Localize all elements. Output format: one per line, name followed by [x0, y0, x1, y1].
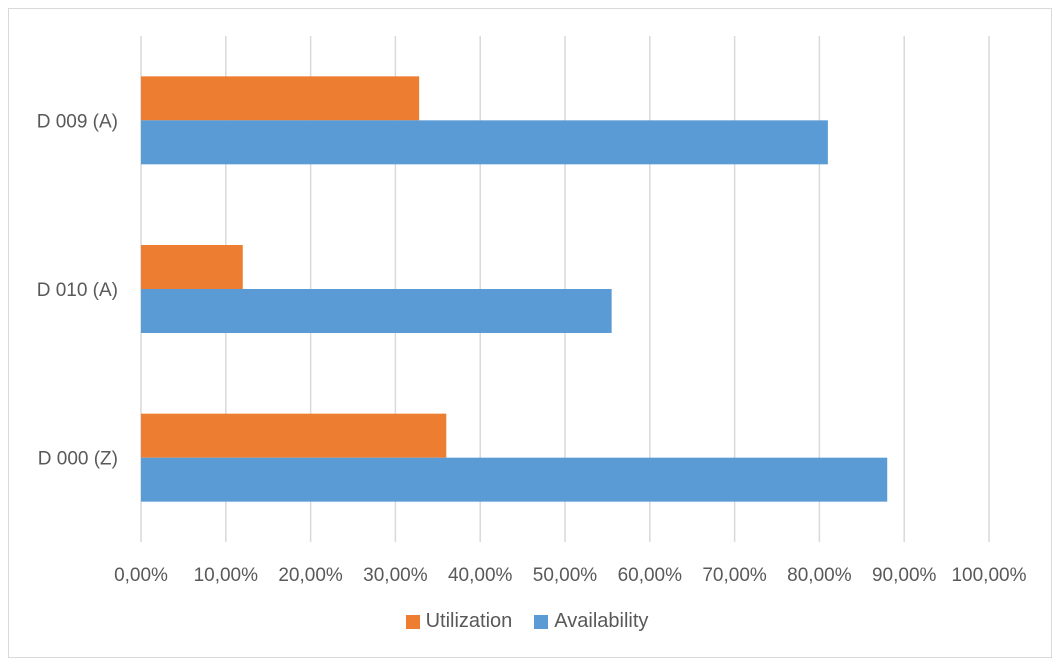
x-tick-label-30: 30,00% [363, 565, 428, 586]
legend: Utilization Availability [0, 610, 1054, 633]
bars [141, 76, 888, 502]
axes: 0,00% 10,00% 20,00% 30,00% 40,00% 50,00% 60,00… [37, 111, 1027, 586]
legend-label-availability: Availability [554, 610, 649, 632]
legend-swatch-availability [534, 614, 549, 629]
x-tick-label-40: 40,00% [448, 565, 513, 586]
x-tick-label-100: 100,00% [951, 565, 1026, 586]
x-tick-label-70: 70,00% [702, 565, 767, 586]
legend-item-availability: Availability [534, 610, 648, 633]
x-tick-label-50: 50,00% [533, 565, 598, 586]
bar-utilization-1 [141, 245, 243, 289]
x-tick-label-80: 80,00% [787, 565, 852, 586]
x-tick-label-90: 90,00% [872, 565, 937, 586]
legend-swatch-utilization [405, 614, 420, 629]
y-category-label-1: D 010 (A) [37, 280, 118, 301]
legend-label-utilization: Utilization [425, 610, 513, 632]
x-tick-label-60: 60,00% [618, 565, 683, 586]
x-tick-label-0: 0,00% [114, 565, 168, 586]
bar-availability-2 [141, 457, 888, 502]
y-category-label-0: D 009 (A) [37, 111, 118, 132]
bar-utilization-0 [141, 76, 420, 121]
legend-item-utilization: Utilization [405, 610, 513, 633]
bar-availability-1 [141, 289, 612, 333]
y-category-label-2: D 000 (Z) [38, 449, 118, 470]
bar-availability-0 [141, 120, 828, 165]
bar-utilization-2 [141, 413, 447, 458]
x-tick-label-10: 10,00% [194, 565, 259, 586]
x-tick-label-20: 20,00% [278, 565, 343, 586]
